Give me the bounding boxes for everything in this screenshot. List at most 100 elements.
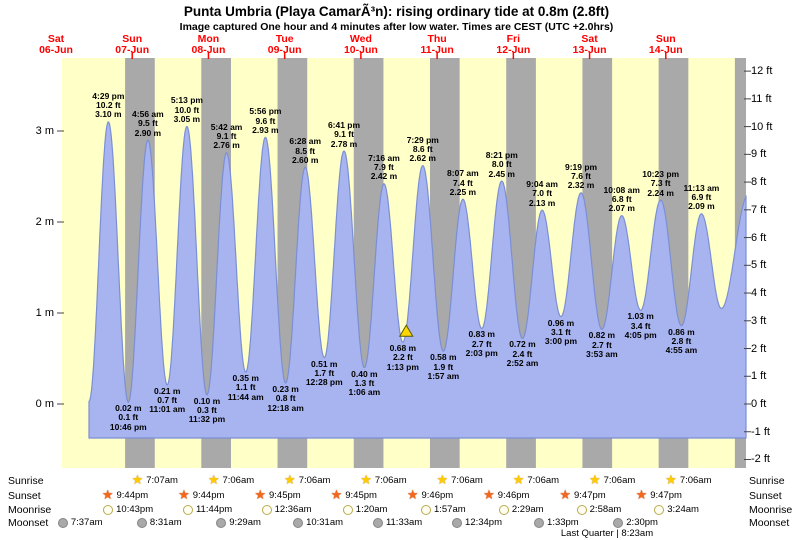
- annotation-line: 4:56 am: [132, 109, 164, 120]
- astro-time: 1:33pm: [547, 517, 579, 528]
- annotation-line: 0.40 m: [351, 368, 378, 379]
- annotation-line: 4:55 am: [665, 345, 698, 356]
- sunset-row-label-right: Sunset: [749, 490, 782, 502]
- annotation-line: 12:28 pm: [305, 377, 343, 388]
- y-axis-m-label: 1 m: [35, 307, 54, 319]
- tide-annotation-high: 7:29 pm 8.6 ft 2.62 m: [391, 135, 455, 164]
- moonset-circle-entry: 1:33pm: [520, 516, 592, 529]
- annotation-line: 10:23 pm: [642, 169, 680, 180]
- moonset-circle-icon: [293, 517, 304, 528]
- annotation-line: 2.24 m: [647, 187, 674, 198]
- annotation-line: 3.05 m: [173, 114, 201, 125]
- sunrise-star-entry: ★ 7:06am: [424, 474, 496, 487]
- annotation-line: 0.21 m: [153, 385, 181, 396]
- annotation-line: 9.5 ft: [137, 118, 158, 129]
- astro-time: 11:44pm: [195, 504, 233, 515]
- moonrise-circle-entry: 12:36am: [251, 503, 323, 516]
- astro-time: 3:24am: [667, 504, 699, 515]
- tide-annotation-high: 5:56 pm 9.6 ft 2.93 m: [233, 107, 297, 135]
- annotation-line: 0.86 m: [668, 326, 695, 337]
- tide-annotation-low: 0.96 m 3.1 ft 3:00 pm: [529, 318, 593, 347]
- day-label: Fri 12-Jun: [478, 34, 548, 56]
- y-axis-ft-label: 7 ft: [751, 203, 767, 216]
- annotation-line: 2.4 ft: [512, 348, 533, 359]
- tide-annotation-high: 11:13 am 6.9 ft 2.09 m: [669, 183, 733, 212]
- day-name: Mon: [197, 33, 220, 45]
- day-name: Fri: [506, 33, 521, 45]
- day-name: Sun: [655, 33, 676, 45]
- moonrise-row-label-right: Moonrise: [749, 504, 793, 516]
- annotation-line: 2.60 m: [291, 154, 319, 165]
- annotation-line: 1.1 ft: [235, 382, 256, 393]
- tide-annotation-high: 9:19 pm 7.6 ft 2.32 m: [549, 162, 613, 191]
- sunrise-star-icon: ★: [131, 472, 144, 488]
- annotation-line: 8.5 ft: [295, 145, 316, 156]
- tide-annotation-high: 4:56 am 9.5 ft 2.90 m: [116, 109, 180, 138]
- moonset-circle-entry: 7:37am: [44, 516, 116, 529]
- astro-time: 1:57am: [433, 504, 466, 515]
- tide-annotation-low: 0.10 m 0.3 ft 11:32 pm: [175, 396, 239, 425]
- annotation-line: 2.13 m: [528, 197, 556, 208]
- tide-curve: [88, 121, 747, 439]
- sunrise-star-icon: ★: [512, 472, 525, 488]
- astro-time: 9:44pm: [192, 490, 225, 501]
- sunset-star-entry: ★ 9:45pm: [318, 489, 390, 502]
- sunset-star-icon: ★: [635, 487, 648, 503]
- annotation-line: 10:08 am: [603, 184, 640, 195]
- moonrise-circle-entry: 1:20am: [329, 503, 401, 516]
- day-date: 10-Jun: [343, 44, 378, 56]
- annotation-line: 9.1 ft: [334, 129, 354, 140]
- astro-time: 1:20am: [355, 504, 388, 515]
- tide-annotation-low: 0.23 m 0.8 ft 12:18 am: [254, 384, 318, 413]
- astro-time: 7:06am: [451, 475, 483, 486]
- y-axis-ft-label: 2 ft: [751, 342, 767, 355]
- sunrise-star-entry: ★ 7:06am: [195, 474, 267, 487]
- moonrise-circle-icon: [103, 504, 114, 515]
- astro-time: 9:44pm: [116, 490, 149, 501]
- moonset-row-label-left: Moonset: [8, 517, 49, 529]
- astro-time: 2:30pm: [626, 517, 658, 528]
- annotation-line: 4:05 pm: [624, 329, 657, 340]
- y-axis-m-label: 3 m: [35, 125, 54, 137]
- annotation-line: 0.23 m: [272, 384, 299, 395]
- day-label: Sat 13-Jun: [555, 34, 625, 56]
- annotation-line: 9.6 ft: [255, 115, 276, 126]
- sunrise-star-icon: ★: [207, 472, 220, 488]
- annotation-line: 0.02 m: [115, 403, 142, 414]
- moonset-circle-entry: 11:33am: [362, 516, 434, 529]
- tide-annotation-low: 0.40 m 1.3 ft 1:06 am: [332, 368, 396, 398]
- moonrise-circle-icon: [342, 504, 353, 515]
- sunrise-star-icon: ★: [284, 472, 296, 488]
- moonrise-circle-entry: 2:29am: [485, 503, 557, 516]
- annotation-line: 11:44 am: [227, 391, 264, 402]
- annotation-line: 0.58 m: [430, 352, 457, 363]
- astro-time: 9:29am: [229, 517, 261, 528]
- annotation-line: 1.03 m: [627, 311, 654, 322]
- annotation-line: 10.0 ft: [174, 104, 200, 115]
- tide-annotation-low: 0.21 m 0.7 ft 11:01 am: [135, 385, 199, 415]
- moonrise-circle-entry: 10:43pm: [92, 503, 164, 516]
- moonset-circle-icon: [216, 517, 227, 528]
- sunset-star-icon: ★: [330, 487, 343, 503]
- annotation-line: 11:32 pm: [188, 414, 226, 425]
- sunset-star-icon: ★: [406, 487, 419, 503]
- sunset-star-entry: ★ 9:44pm: [165, 489, 237, 502]
- day-name: Thu: [427, 33, 447, 45]
- annotation-line: 1.7 ft: [314, 367, 335, 378]
- moonrise-circle-icon: [498, 504, 509, 515]
- moonset-circle-entry: 8:31am: [123, 516, 195, 529]
- annotation-line: 5:13 pm: [170, 95, 203, 106]
- day-label: Wed 10-Jun: [326, 34, 396, 56]
- day-date: 06-Jun: [39, 44, 73, 56]
- current-tide-marker: [398, 324, 414, 337]
- annotation-line: 0.8 ft: [275, 393, 296, 404]
- annotation-line: 1:57 am: [427, 370, 460, 381]
- annotation-line: 0.1 ft: [118, 412, 139, 423]
- y-axis-ft-label: 11 ft: [751, 92, 772, 105]
- day-name: Sat: [47, 33, 65, 45]
- annotation-line: 2.76 m: [213, 140, 240, 151]
- y-axis-ft-label: 0 ft: [751, 398, 767, 410]
- tide-annotation-high: 6:41 pm 9.1 ft 2.78 m: [312, 120, 376, 149]
